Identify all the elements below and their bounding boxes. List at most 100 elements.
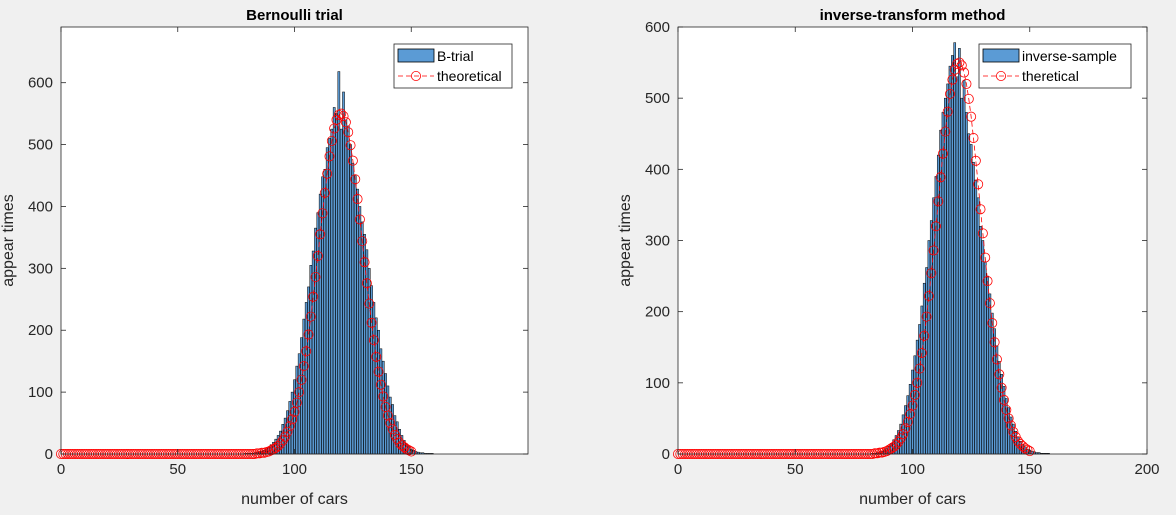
theory-point bbox=[361, 278, 372, 289]
chart-title: inverse-transform method bbox=[820, 7, 1006, 24]
y-tick-label: 500 bbox=[28, 137, 53, 154]
theory-point bbox=[364, 298, 375, 309]
x-tick-label: 0 bbox=[57, 461, 65, 478]
theory-point bbox=[354, 214, 365, 225]
theory-point bbox=[298, 361, 309, 372]
bar bbox=[370, 285, 373, 455]
legend-label: B-trial bbox=[437, 48, 474, 64]
theory-point bbox=[382, 410, 393, 421]
x-tick-label: 50 bbox=[787, 461, 804, 478]
y-axis-label: appear times bbox=[0, 194, 17, 287]
bar bbox=[925, 267, 928, 455]
theory-point bbox=[926, 268, 937, 279]
theory-point bbox=[310, 272, 321, 283]
bar bbox=[918, 324, 921, 455]
bar bbox=[983, 261, 987, 455]
y-tick-label: 600 bbox=[28, 75, 53, 92]
theory-point bbox=[937, 148, 948, 159]
theory-point bbox=[326, 135, 337, 146]
y-tick-label: 100 bbox=[28, 384, 53, 401]
theory-point bbox=[991, 354, 1002, 365]
theory-point bbox=[961, 78, 972, 89]
bar bbox=[372, 302, 376, 455]
theory-point bbox=[275, 438, 286, 449]
theory-point bbox=[956, 60, 967, 71]
bar bbox=[377, 329, 380, 455]
x-tick-label: 50 bbox=[169, 461, 186, 478]
theory-point bbox=[874, 447, 885, 458]
theory-point bbox=[305, 311, 316, 322]
bar bbox=[929, 220, 933, 455]
bar bbox=[974, 179, 978, 455]
bar bbox=[960, 97, 964, 455]
bar bbox=[958, 48, 961, 455]
bar bbox=[986, 275, 989, 455]
bar bbox=[936, 154, 940, 455]
legend: B-trial theoretical bbox=[393, 43, 513, 89]
theory-point bbox=[968, 133, 979, 144]
bar bbox=[332, 107, 336, 455]
theory-point bbox=[947, 74, 958, 85]
x-tick-label: 200 bbox=[1134, 461, 1159, 478]
legend-label: theretical bbox=[1022, 68, 1079, 84]
y-tick-label: 400 bbox=[28, 198, 53, 215]
bar bbox=[915, 339, 919, 455]
theory-point bbox=[916, 347, 927, 358]
theory-point bbox=[1008, 426, 1019, 437]
theory-point bbox=[373, 366, 384, 377]
legend-marker-swatch bbox=[410, 71, 421, 82]
theory-point bbox=[1005, 420, 1016, 431]
theory-point bbox=[982, 276, 993, 287]
theory-point bbox=[368, 335, 379, 346]
bar bbox=[981, 240, 985, 455]
bar bbox=[323, 169, 327, 455]
theory-point bbox=[994, 369, 1005, 380]
bar bbox=[997, 361, 1001, 455]
theory-point bbox=[998, 394, 1009, 405]
y-tick-label: 300 bbox=[645, 233, 670, 250]
theory-point bbox=[282, 426, 293, 437]
theory-point bbox=[898, 429, 909, 440]
theory-point bbox=[287, 414, 298, 425]
theory-point bbox=[954, 57, 965, 68]
legend-label: inverse-sample bbox=[1022, 48, 1117, 64]
theory-point bbox=[1020, 443, 1031, 454]
bar bbox=[948, 65, 952, 455]
bar bbox=[339, 128, 343, 455]
y-tick-label: 300 bbox=[28, 260, 53, 277]
theory-point bbox=[912, 377, 923, 388]
y-tick-label: 500 bbox=[645, 90, 670, 107]
bar bbox=[988, 293, 992, 455]
theory-point bbox=[406, 446, 417, 457]
y-tick-label: 200 bbox=[28, 322, 53, 339]
x-tick-label: 0 bbox=[674, 461, 682, 478]
legend-box bbox=[978, 43, 1132, 89]
y-tick-label: 100 bbox=[645, 375, 670, 392]
bar bbox=[351, 162, 355, 455]
theory-point bbox=[403, 445, 414, 456]
chart-title: Bernoulli trial bbox=[246, 7, 343, 24]
bar bbox=[325, 147, 329, 455]
bar bbox=[927, 240, 931, 455]
theory-point bbox=[942, 106, 953, 117]
theory-point bbox=[940, 126, 951, 137]
theory-point bbox=[289, 406, 300, 417]
bar bbox=[358, 206, 362, 455]
bar bbox=[962, 80, 966, 455]
legend-label: theoretical bbox=[437, 68, 502, 84]
theory-point bbox=[891, 439, 902, 450]
theory-point bbox=[366, 317, 377, 328]
theory-point bbox=[900, 423, 911, 434]
y-tick-label: 200 bbox=[645, 304, 670, 321]
theory-point bbox=[319, 187, 330, 198]
legend-bar-swatch bbox=[397, 48, 435, 63]
theory-point bbox=[975, 204, 986, 215]
theory-point bbox=[989, 337, 1000, 348]
theory-point bbox=[322, 168, 333, 179]
theory-point bbox=[928, 245, 939, 256]
bar bbox=[346, 125, 350, 455]
theory-point bbox=[909, 389, 920, 400]
theory-point bbox=[980, 252, 991, 263]
